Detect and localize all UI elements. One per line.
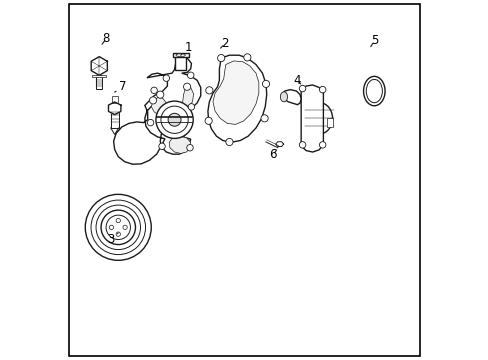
Circle shape <box>109 225 113 229</box>
Text: 3: 3 <box>107 233 118 246</box>
Circle shape <box>149 97 156 104</box>
Circle shape <box>319 141 325 148</box>
Ellipse shape <box>176 54 185 57</box>
Polygon shape <box>175 86 193 113</box>
Text: 5: 5 <box>370 34 377 48</box>
Circle shape <box>225 138 233 145</box>
Text: 4: 4 <box>293 74 301 87</box>
FancyBboxPatch shape <box>326 118 333 127</box>
FancyBboxPatch shape <box>96 75 102 89</box>
Circle shape <box>151 87 157 94</box>
Circle shape <box>116 232 120 236</box>
Text: 8: 8 <box>102 32 110 45</box>
Ellipse shape <box>302 108 316 129</box>
Circle shape <box>299 141 305 148</box>
Polygon shape <box>212 61 258 125</box>
Circle shape <box>244 54 250 61</box>
Polygon shape <box>151 98 166 116</box>
Circle shape <box>168 113 181 126</box>
Circle shape <box>205 87 212 94</box>
Ellipse shape <box>363 76 384 106</box>
Circle shape <box>116 219 120 223</box>
FancyBboxPatch shape <box>92 75 106 77</box>
Polygon shape <box>169 136 190 153</box>
FancyBboxPatch shape <box>112 96 117 103</box>
Text: 7: 7 <box>115 80 126 93</box>
Circle shape <box>187 72 194 78</box>
Circle shape <box>186 144 193 151</box>
Polygon shape <box>91 57 107 75</box>
Polygon shape <box>282 90 301 105</box>
Text: 1: 1 <box>180 41 192 55</box>
Circle shape <box>183 83 190 90</box>
Circle shape <box>85 194 151 260</box>
Circle shape <box>106 215 130 239</box>
Circle shape <box>319 86 325 93</box>
FancyBboxPatch shape <box>172 53 188 57</box>
Polygon shape <box>275 142 283 147</box>
Circle shape <box>156 101 193 138</box>
Polygon shape <box>113 57 201 164</box>
Circle shape <box>101 210 135 244</box>
Polygon shape <box>108 102 121 114</box>
FancyBboxPatch shape <box>110 108 119 128</box>
Circle shape <box>163 75 169 81</box>
Ellipse shape <box>280 92 287 102</box>
Polygon shape <box>207 55 266 142</box>
Circle shape <box>122 225 127 229</box>
Circle shape <box>156 91 163 98</box>
Circle shape <box>261 115 267 122</box>
Ellipse shape <box>305 103 332 134</box>
Text: 6: 6 <box>269 148 276 161</box>
Circle shape <box>204 117 212 125</box>
Circle shape <box>147 120 153 126</box>
Circle shape <box>159 143 165 149</box>
Circle shape <box>217 54 224 62</box>
Text: 2: 2 <box>220 37 228 50</box>
Circle shape <box>188 104 194 110</box>
FancyBboxPatch shape <box>175 55 186 69</box>
Circle shape <box>262 80 269 87</box>
Polygon shape <box>301 85 323 152</box>
Circle shape <box>299 85 305 92</box>
